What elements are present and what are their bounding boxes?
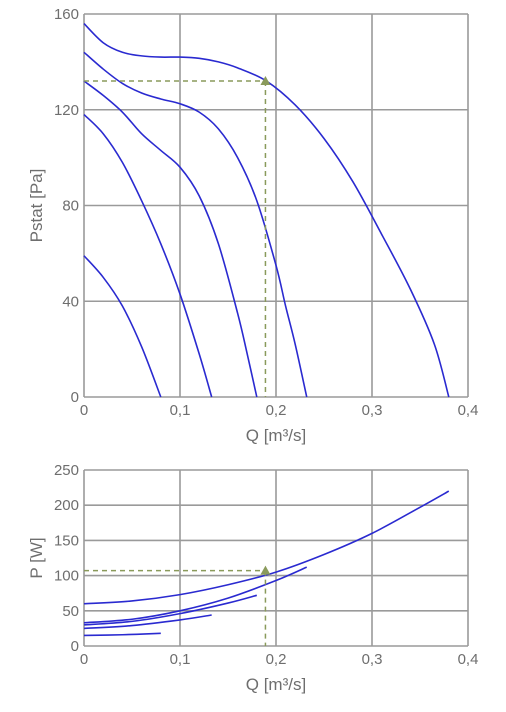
power-x-tick-label: 0	[80, 651, 88, 668]
power-x-tick-label: 0,4	[458, 651, 479, 668]
pressure-operating-point-marker	[260, 76, 271, 86]
power-curve-2	[83, 566, 308, 624]
power-y-tick-label: 250	[54, 462, 79, 479]
pressure-x-tick-label: 0,1	[170, 402, 191, 419]
power-y-tick-label: 0	[71, 638, 79, 655]
power-y-tick-label: 150	[54, 532, 79, 549]
pressure-x-tick-label: 0,2	[266, 402, 287, 419]
pressure-y-tick-label: 80	[62, 198, 79, 215]
power-curve-4	[83, 614, 212, 630]
pressure-x-tick-label: 0,3	[362, 402, 383, 419]
pressure-x-tick-label: 0,4	[458, 402, 479, 419]
power-y-tick-label: 50	[62, 603, 79, 620]
pressure-chart: 0 0,1 0,2 0,3 0,4 0 40 80 120 160 Q [m³/s] Pstat [P…	[27, 6, 478, 445]
power-chart: 0 0,1 0,2 0,3 0,4 0 50 100 150 200 250 Q [m³/s] P [W…	[27, 462, 478, 694]
power-curve-3	[83, 594, 258, 626]
power-curve-5	[83, 632, 161, 637]
power-y-tick-label: 200	[54, 497, 79, 514]
pressure-y-tick-label: 120	[54, 102, 79, 119]
pressure-y-tick-label: 40	[62, 293, 79, 310]
pressure-y-axis-label: Pstat [Pa]	[27, 169, 46, 243]
power-curve-1	[83, 490, 450, 605]
pressure-y-tick-label: 0	[71, 389, 79, 406]
pressure-curve-4	[83, 113, 213, 398]
pressure-y-tick-label: 160	[54, 6, 79, 23]
pressure-curve-2	[83, 51, 308, 398]
power-x-tick-label: 0,2	[266, 651, 287, 668]
pressure-x-axis-label: Q [m³/s]	[246, 426, 306, 445]
pressure-curve-5	[83, 255, 162, 398]
power-y-tick-label: 100	[54, 568, 79, 585]
power-y-axis-label: P [W]	[27, 537, 46, 578]
power-x-tick-label: 0,1	[170, 651, 191, 668]
pressure-curve-3	[83, 80, 258, 398]
power-x-axis-label: Q [m³/s]	[246, 675, 306, 694]
pressure-x-tick-label: 0	[80, 402, 88, 419]
power-x-tick-label: 0,3	[362, 651, 383, 668]
pressure-curve-1	[83, 23, 450, 398]
power-operating-point-marker	[260, 565, 271, 575]
